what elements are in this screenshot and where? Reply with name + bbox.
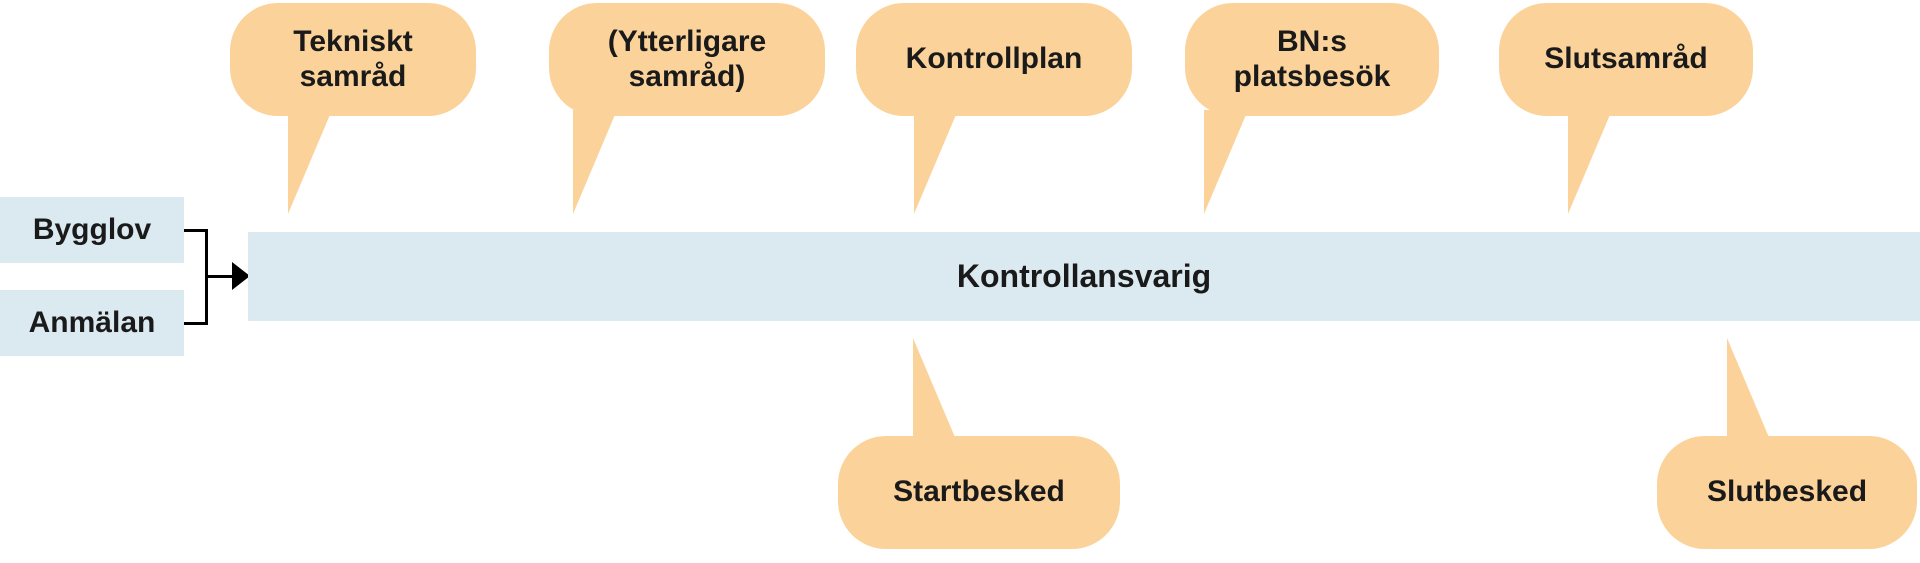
- bubble-tail: [573, 110, 617, 214]
- input-label: Anmälan: [29, 306, 156, 340]
- main-bar-kontrollansvarig: Kontrollansvarig: [248, 232, 1920, 321]
- connector-line: [184, 229, 206, 232]
- input-box-anmalan: Anmälan: [0, 290, 184, 356]
- input-label: Bygglov: [33, 213, 151, 247]
- main-bar-label: Kontrollansvarig: [957, 258, 1211, 295]
- bubble-tail: [288, 110, 332, 214]
- bubble-tail: [914, 110, 958, 214]
- bubble-kontrollplan: Kontrollplan: [856, 3, 1132, 116]
- connector-line: [184, 322, 206, 325]
- bubble-tail: [913, 338, 957, 442]
- bubble-slutsamrad: Slutsamråd: [1499, 3, 1753, 116]
- input-box-bygglov: Bygglov: [0, 197, 184, 263]
- bubble-bns-platsbesok: BN:s platsbesök: [1185, 3, 1439, 116]
- bubble-tekniskt-samrad: Tekniskt samråd: [230, 3, 476, 116]
- bubble-startbesked: Startbesked: [838, 436, 1120, 549]
- bubble-tail: [1204, 110, 1248, 214]
- bubble-ytterligare-samrad: (Ytterligare samråd): [549, 3, 825, 116]
- diagram-canvas: Bygglov Anmälan Kontrollansvarig Teknisk…: [0, 0, 1920, 563]
- bubble-tail: [1727, 338, 1771, 442]
- bubble-tail: [1568, 110, 1612, 214]
- connector-line: [206, 275, 232, 278]
- bubble-slutbesked: Slutbesked: [1657, 436, 1917, 549]
